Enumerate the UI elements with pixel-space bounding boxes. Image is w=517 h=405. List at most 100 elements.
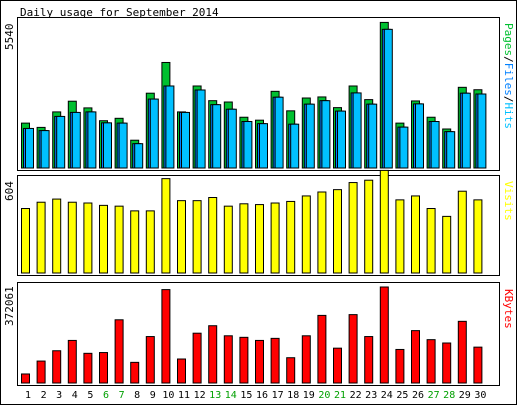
day-label: 18 <box>287 390 299 401</box>
hits-bar <box>71 111 81 169</box>
hits-bar <box>118 122 128 169</box>
visits-bar <box>333 189 342 274</box>
day-label: 17 <box>272 390 284 401</box>
day-label: 14 <box>225 390 237 401</box>
visits-bar <box>255 204 264 274</box>
top-panel-legend-label: Pages/Files/Hits <box>502 23 515 129</box>
hits-bar <box>274 96 284 169</box>
day-label: 28 <box>443 390 455 401</box>
visits-bar <box>364 179 374 274</box>
hits-bar <box>165 85 175 169</box>
hits-bar <box>181 111 190 169</box>
kbytes-bar <box>223 335 233 384</box>
visits-bar <box>99 204 108 274</box>
hits-bar <box>321 100 331 169</box>
middle-panel-legend-label: Visits <box>502 181 515 221</box>
visits-bar <box>379 169 389 274</box>
top-panel-ymax-label: 5540 <box>3 24 16 51</box>
day-label: 25 <box>396 390 408 401</box>
kbytes-bar <box>239 336 249 384</box>
kbytes-bar <box>379 286 389 384</box>
visits-bar <box>270 202 280 274</box>
hits-bar <box>415 103 424 169</box>
top-panel-bars <box>21 21 487 169</box>
visits-bar <box>411 195 420 274</box>
hits-bar <box>149 98 159 169</box>
hits-bar <box>461 92 471 169</box>
day-label: 15 <box>240 390 252 401</box>
kbytes-bar <box>192 332 202 384</box>
middle-panel-bars <box>21 169 483 274</box>
visits-bar <box>223 205 233 274</box>
hits-bar <box>305 103 315 169</box>
kbytes-bar <box>177 358 186 384</box>
visits-bar <box>21 208 30 274</box>
visits-bar <box>145 210 155 274</box>
kbytes-bar <box>208 325 218 384</box>
hits-bar <box>196 89 206 169</box>
day-label: 19 <box>303 390 315 401</box>
kbytes-bar <box>301 335 311 384</box>
day-label: 4 <box>72 390 78 401</box>
hits-bar <box>40 130 50 169</box>
day-label: 9 <box>150 390 156 401</box>
kbytes-bar <box>426 339 436 384</box>
visits-bar <box>36 201 46 274</box>
bottom-panel-ymax-label: 372061 <box>3 286 16 326</box>
day-label: 24 <box>381 390 393 401</box>
hits-bar <box>87 111 97 169</box>
day-label: 2 <box>41 390 47 401</box>
kbytes-bar <box>395 348 405 384</box>
day-label: 21 <box>334 390 346 401</box>
kbytes-bar <box>52 350 62 384</box>
bottom-panel-bars <box>21 286 483 384</box>
day-label: 1 <box>25 390 31 401</box>
hits-bar <box>243 121 253 169</box>
kbytes-bar <box>333 347 342 384</box>
visits-bar <box>52 198 62 274</box>
kbytes-bar <box>411 330 420 384</box>
day-label: 16 <box>256 390 268 401</box>
day-label: 5 <box>87 390 93 401</box>
visits-bar <box>239 203 249 274</box>
middle-panel-ymax-label: 604 <box>3 181 16 201</box>
visits-bar <box>130 210 140 274</box>
hits-bar <box>25 127 34 169</box>
hits-bar <box>290 123 300 169</box>
day-label: 10 <box>162 390 174 401</box>
visits-bar <box>161 178 171 274</box>
kbytes-bar <box>348 314 358 384</box>
day-label: 29 <box>459 390 471 401</box>
hits-bar <box>383 28 393 169</box>
visits-bar <box>442 215 452 274</box>
kbytes-bar <box>270 337 280 384</box>
visits-bar <box>457 190 467 274</box>
kbytes-bar <box>255 339 264 384</box>
hits-bar <box>259 123 268 169</box>
visits-bar <box>192 200 202 274</box>
kbytes-bar <box>317 314 327 384</box>
visits-bar <box>473 199 483 274</box>
hits-bar <box>134 143 144 169</box>
day-label: 22 <box>350 390 362 401</box>
day-label: 12 <box>194 390 206 401</box>
day-label: 8 <box>134 390 140 401</box>
day-label: 11 <box>178 390 190 401</box>
day-label: 7 <box>119 390 125 401</box>
kbytes-bar <box>161 289 171 384</box>
hits-bar <box>399 126 409 169</box>
day-label: 26 <box>412 390 424 401</box>
day-label: 6 <box>103 390 109 401</box>
day-label: 20 <box>318 390 330 401</box>
visits-bar <box>317 191 327 274</box>
day-label: 3 <box>56 390 62 401</box>
hits-bar <box>56 115 66 169</box>
hits-bar <box>430 121 440 169</box>
kbytes-bar <box>36 360 46 384</box>
day-label: 27 <box>428 390 440 401</box>
chart-title: Daily usage for September 2014 <box>20 6 219 19</box>
kbytes-bar <box>99 352 108 384</box>
visits-bar <box>114 205 124 274</box>
hits-bar <box>212 104 222 169</box>
